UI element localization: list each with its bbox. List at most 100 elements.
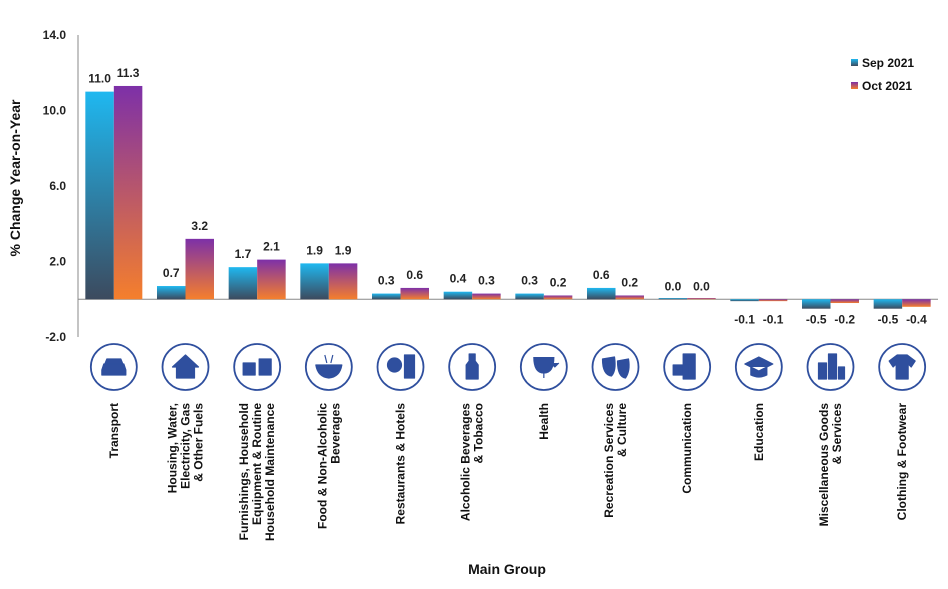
category-label-line: Transport	[107, 403, 121, 458]
data-label-sep-2021: 0.6	[593, 268, 610, 282]
category-label: Food & Non-AlcoholicBeverages	[315, 403, 342, 529]
legend-label-sep-2021: Sep 2021	[862, 56, 914, 70]
category-label: Housing, Water,Electricity, Gas& Other F…	[166, 403, 206, 494]
category-label-line: Furnishings, Household	[237, 403, 251, 540]
bar-oct-2021	[472, 293, 501, 300]
data-label-sep-2021: 1.9	[306, 243, 323, 257]
y-tick-label: 6.0	[49, 179, 66, 193]
bar-sep-2021	[228, 267, 258, 300]
bar-oct-2021	[400, 287, 429, 300]
category-label: Communication	[680, 403, 694, 494]
category-label: Miscellaneous Goods& Services	[817, 403, 844, 527]
legend: Sep 2021 Oct 2021	[851, 56, 914, 93]
bar-oct-2021	[328, 263, 358, 300]
category-label-line: Food & Non-Alcoholic	[315, 403, 329, 529]
category-label-line: Alcoholic Beverages	[459, 403, 473, 521]
category-label-line: Education	[752, 403, 766, 461]
bar-oct-2021	[615, 295, 644, 300]
bars	[85, 85, 931, 309]
data-label-sep-2021: 0.3	[521, 274, 538, 288]
category-label-line: Miscellaneous Goods	[817, 403, 831, 527]
category-label-line: Clothing & Footwear	[895, 403, 909, 521]
bar-sep-2021	[157, 286, 186, 300]
category-label: Clothing & Footwear	[895, 403, 909, 521]
category-label-line: Communication	[680, 403, 694, 494]
category-label-line: & Tobacco	[472, 403, 486, 463]
bar-oct-2021	[758, 299, 788, 302]
misc-goods-icon	[806, 343, 855, 391]
category-label-line: & Other Fuels	[192, 403, 206, 482]
data-label-sep-2021: 11.0	[88, 72, 111, 86]
bar-sep-2021	[443, 291, 473, 300]
legend-label-oct-2021: Oct 2021	[862, 79, 912, 93]
data-label-oct-2021: 2.1	[263, 240, 280, 254]
bar-sep-2021	[85, 91, 114, 300]
category-label: Alcoholic Beverages& Tobacco	[459, 403, 486, 521]
category-label: Health	[537, 403, 551, 440]
category-icons	[89, 343, 927, 391]
data-label-oct-2021: 3.2	[191, 219, 208, 233]
category-label-line: Household Maintenance	[263, 403, 277, 541]
bar-sep-2021	[300, 263, 329, 300]
bar-oct-2021	[543, 295, 573, 300]
car-icon	[89, 343, 138, 391]
data-label-oct-2021: 0.2	[621, 275, 638, 289]
restaurant-icon	[376, 343, 425, 391]
data-label-oct-2021: 11.3	[117, 66, 140, 80]
house-icon	[161, 343, 210, 391]
bottle-icon	[448, 343, 497, 391]
y-tick-label: 2.0	[49, 255, 66, 269]
bar-oct-2021	[902, 299, 931, 307]
bar-sep-2021	[802, 299, 831, 309]
data-label-sep-2021: -0.5	[878, 312, 899, 326]
data-label-sep-2021: 1.7	[235, 247, 252, 261]
category-label-line: Beverages	[328, 403, 342, 464]
category-label-line: Housing, Water,	[166, 403, 180, 493]
clothing-icon	[878, 343, 927, 391]
category-label: Education	[752, 403, 766, 461]
legend-swatch-sep-2021	[851, 59, 858, 66]
category-label-line: & Services	[830, 403, 844, 465]
bar-sep-2021	[372, 293, 401, 300]
category-label: Restaurants & Hotels	[394, 403, 408, 525]
data-label-sep-2021: 0.0	[665, 279, 682, 293]
data-label-oct-2021: -0.2	[834, 312, 855, 326]
data-label-oct-2021: -0.4	[906, 312, 927, 326]
x-axis-title: Main Group	[468, 561, 546, 577]
legend-swatch-oct-2021	[851, 82, 858, 89]
category-label: Transport	[107, 403, 121, 458]
data-label-oct-2021: 0.2	[550, 275, 567, 289]
phone-icon	[663, 343, 712, 391]
category-label: Furnishings, HouseholdEquipment & Routin…	[237, 403, 277, 541]
bar-sep-2021	[658, 298, 688, 300]
category-label-line: Electricity, Gas	[179, 403, 193, 489]
category-label: Recreation Services& Culture	[602, 403, 629, 518]
data-labels: 11.0 11.3 0.7 3.2 1.7 2.1 1.9 1.9 0.3 0.6 0.4 0.3 0.…	[88, 66, 927, 326]
furniture-icon	[233, 343, 282, 391]
category-label-line: Restaurants & Hotels	[394, 403, 408, 525]
data-label-oct-2021: 0.6	[406, 268, 423, 282]
data-label-sep-2021: -0.1	[734, 312, 755, 326]
bar-oct-2021	[687, 298, 716, 300]
y-axis: 14.0 10.0 6.0 2.0 -2.0	[43, 28, 79, 344]
category-label-line: Recreation Services	[602, 403, 616, 518]
health-icon	[519, 343, 568, 391]
y-axis-title: % Change Year-on-Year	[7, 99, 23, 256]
data-label-sep-2021: 0.7	[163, 266, 180, 280]
bar-oct-2021	[185, 238, 214, 300]
category-labels: Transport Housing, Water,Electricity, Gas…	[107, 403, 909, 541]
data-label-oct-2021: 0.3	[478, 274, 495, 288]
bar-sep-2021	[873, 299, 903, 309]
theatre-masks-icon	[591, 343, 640, 391]
bar-oct-2021	[830, 299, 859, 304]
data-label-oct-2021: -0.1	[763, 312, 784, 326]
y-tick-label: 14.0	[43, 28, 67, 42]
bar-oct-2021	[113, 85, 143, 300]
data-label-sep-2021: 0.3	[378, 274, 395, 288]
category-label-line: & Culture	[615, 403, 629, 457]
bar-sep-2021	[515, 293, 544, 300]
data-label-oct-2021: 1.9	[335, 243, 352, 257]
bar-sep-2021	[730, 299, 759, 302]
y-tick-label: -2.0	[45, 330, 66, 344]
